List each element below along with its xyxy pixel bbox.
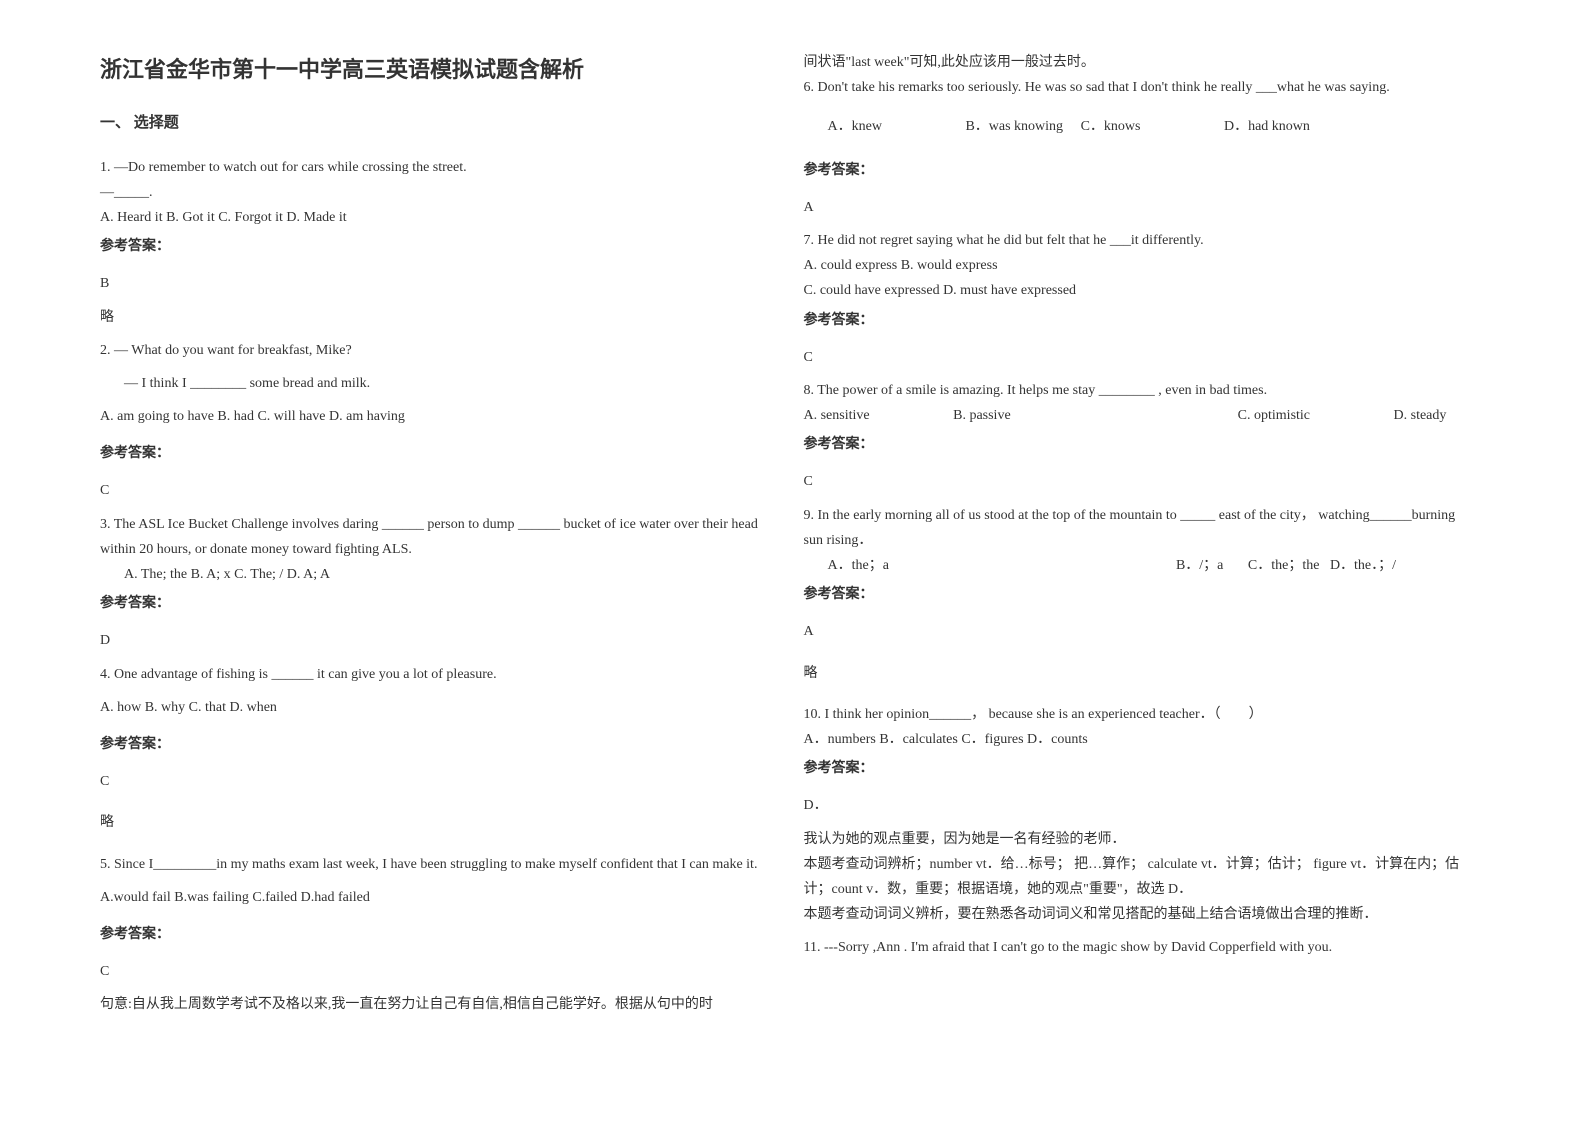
answer-value: D．: [804, 793, 1478, 818]
page-title: 浙江省金华市第十一中学高三英语模拟试题含解析: [100, 50, 774, 90]
question-opts1: A. could express B. would express: [804, 253, 1478, 278]
question-text: 9. In the early morning all of us stood …: [804, 503, 1478, 553]
answer-value: A: [804, 619, 1478, 644]
question-5: 5. Since I_________in my maths exam last…: [100, 852, 774, 1018]
question-options: A. Heard it B. Got it C. Forgot it D. Ma…: [100, 205, 774, 230]
question-options: A．numbers B．calculates C．figures D．count…: [804, 727, 1478, 752]
question-options: A．knew B．was knowing C．knows D．had known: [828, 114, 1478, 139]
answer-value: C: [100, 478, 774, 503]
question-text: 2. — What do you want for breakfast, Mik…: [100, 338, 774, 363]
question-line2: —_____.: [100, 180, 774, 205]
answer-value: B: [100, 271, 774, 296]
question-text: 8. The power of a smile is amazing. It h…: [804, 378, 1478, 403]
answer-label: 参考答案：: [804, 308, 1478, 333]
question-text: 6. Don't take his remarks too seriously.…: [804, 75, 1478, 100]
answer-label: 参考答案：: [804, 756, 1478, 781]
question-text: 11. ---Sorry ,Ann . I'm afraid that I ca…: [804, 935, 1478, 960]
opt-a: A．knew: [828, 119, 882, 134]
answer-value: C: [100, 959, 774, 984]
opt-c: C．the；the: [1248, 558, 1320, 573]
question-text: 10. I think her opinion______， because s…: [804, 702, 1478, 727]
section-heading: 一、 选择题: [100, 110, 774, 137]
q5-continuation: 间状语"last week"可知,此处应该用一般过去时。: [804, 50, 1478, 75]
answer-label: 参考答案：: [100, 441, 774, 466]
question-opts2: C. could have expressed D. must have exp…: [804, 278, 1478, 303]
question-2: 2. — What do you want for breakfast, Mik…: [100, 338, 774, 504]
opt-b: B．/；a: [1176, 558, 1223, 573]
question-line2: — I think I ________ some bread and milk…: [124, 371, 774, 396]
question-text: 3. The ASL Ice Bucket Challenge involves…: [100, 512, 774, 562]
answer-label: 参考答案：: [100, 732, 774, 757]
right-column: 间状语"last week"可知,此处应该用一般过去时。 6. Don't ta…: [804, 50, 1508, 1092]
question-4: 4. One advantage of fishing is ______ it…: [100, 662, 774, 836]
question-10: 10. I think her opinion______， because s…: [804, 702, 1478, 928]
answer-label: 参考答案：: [100, 922, 774, 947]
answer-label: 参考答案：: [804, 432, 1478, 457]
answer-value: D: [100, 628, 774, 653]
question-text: 4. One advantage of fishing is ______ it…: [100, 662, 774, 687]
question-7: 7. He did not regret saying what he did …: [804, 228, 1478, 370]
answer-value: C: [804, 469, 1478, 494]
answer-note: 略: [100, 305, 774, 330]
opt-b: B．was knowing: [965, 119, 1063, 134]
opt-c: C. optimistic: [1238, 408, 1310, 423]
answer-note-1: 我认为她的观点重要，因为她是一名有经验的老师．: [804, 827, 1478, 852]
answer-note-2: 本题考查动词辨析；number vt．给…标号； 把…算作； calculate…: [804, 852, 1478, 902]
question-6: 6. Don't take his remarks too seriously.…: [804, 75, 1478, 220]
opt-b: B. passive: [953, 408, 1011, 423]
left-column: 浙江省金华市第十一中学高三英语模拟试题含解析 一、 选择题 1. —Do rem…: [100, 50, 804, 1092]
answer-value: C: [100, 769, 774, 794]
answer-note-3: 本题考查动词词义辨析，要在熟悉各动词词义和常见搭配的基础上结合语境做出合理的推断…: [804, 902, 1478, 927]
answer-label: 参考答案：: [804, 158, 1478, 183]
answer-note: 略: [100, 810, 774, 835]
answer-value: C: [804, 345, 1478, 370]
opt-c: C．knows: [1081, 119, 1141, 134]
question-3: 3. The ASL Ice Bucket Challenge involves…: [100, 512, 774, 654]
opt-d: D．the．；/: [1330, 558, 1396, 573]
opt-d: D．had known: [1224, 119, 1310, 134]
question-11: 11. ---Sorry ,Ann . I'm afraid that I ca…: [804, 935, 1478, 960]
question-options: A. am going to have B. had C. will have …: [100, 404, 774, 429]
question-9: 9. In the early morning all of us stood …: [804, 503, 1478, 686]
question-8: 8. The power of a smile is amazing. It h…: [804, 378, 1478, 495]
opt-a: A. sensitive: [804, 408, 870, 423]
opt-a: A．the；a: [828, 558, 889, 573]
question-options: A．the；a B．/；a C．the；the D．the．；/: [828, 553, 1478, 578]
answer-label: 参考答案：: [100, 591, 774, 616]
question-options: A.would fail B.was failing C.failed D.ha…: [100, 885, 774, 910]
question-text: 7. He did not regret saying what he did …: [804, 228, 1478, 253]
answer-label: 参考答案：: [100, 234, 774, 259]
question-text: 1. —Do remember to watch out for cars wh…: [100, 155, 774, 180]
question-options: A. The; the B. A; x C. The; / D. A; A: [124, 562, 774, 587]
question-options: A. sensitive B. passive C. optimistic D.…: [804, 403, 1478, 428]
question-text: 5. Since I_________in my maths exam last…: [100, 852, 774, 877]
answer-value: A: [804, 195, 1478, 220]
answer-note: 句意:自从我上周数学考试不及格以来,我一直在努力让自己有自信,相信自己能学好。根…: [100, 992, 774, 1017]
answer-label: 参考答案：: [804, 582, 1478, 607]
question-1: 1. —Do remember to watch out for cars wh…: [100, 155, 774, 330]
answer-note: 略: [804, 661, 1478, 686]
opt-d: D. steady: [1394, 408, 1447, 423]
question-options: A. how B. why C. that D. when: [100, 695, 774, 720]
